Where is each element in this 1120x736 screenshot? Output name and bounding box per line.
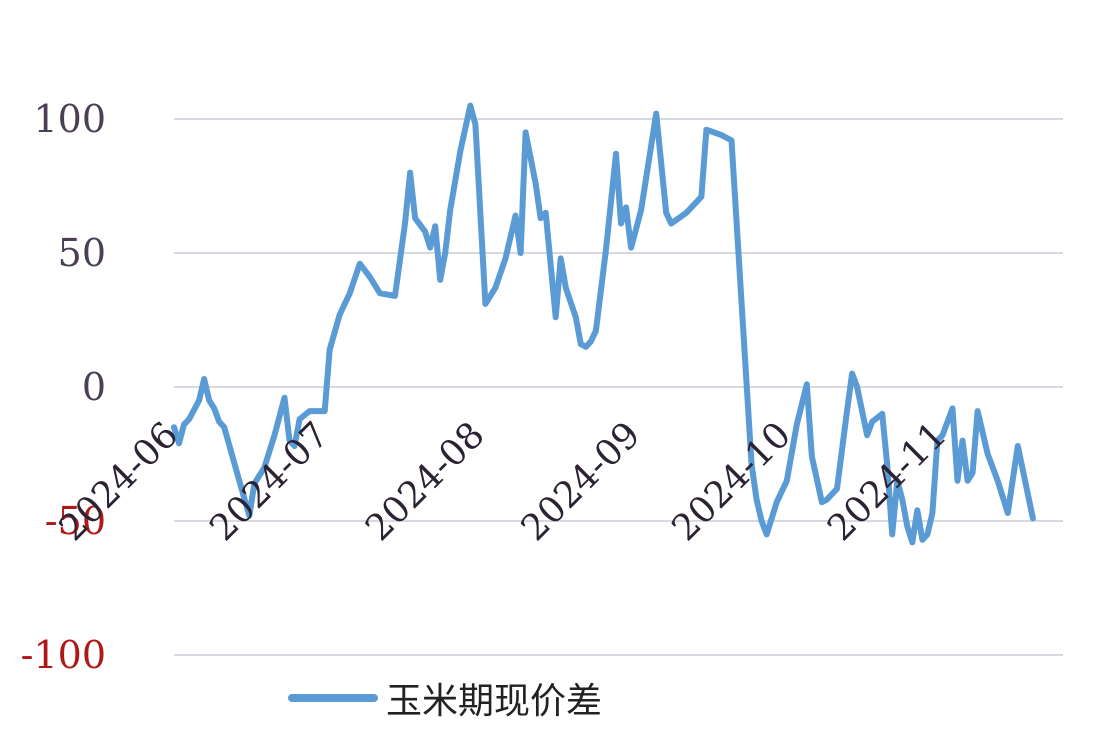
x-tick-label: 2024-09 [514,414,649,549]
y-tick-label: 100 [33,97,106,141]
y-tick-label: -100 [21,633,106,677]
x-tick-label: 2024-06 [52,414,187,549]
series-line [171,102,1036,546]
x-tick-label: 2024-08 [358,414,493,549]
x-tick-label: 2024-10 [664,414,799,549]
y-tick-label: -50 [45,499,106,543]
legend: 玉米期现价差 [288,681,602,722]
series-group [171,102,1036,546]
y-tick-label: 50 [58,231,106,275]
x-tick-label: 2024-07 [202,414,337,549]
legend-label: 玉米期现价差 [386,681,602,722]
y-tick-label: 0 [82,365,106,409]
y-axis-ticks: 100 50 0 -50 -100 [21,97,106,677]
